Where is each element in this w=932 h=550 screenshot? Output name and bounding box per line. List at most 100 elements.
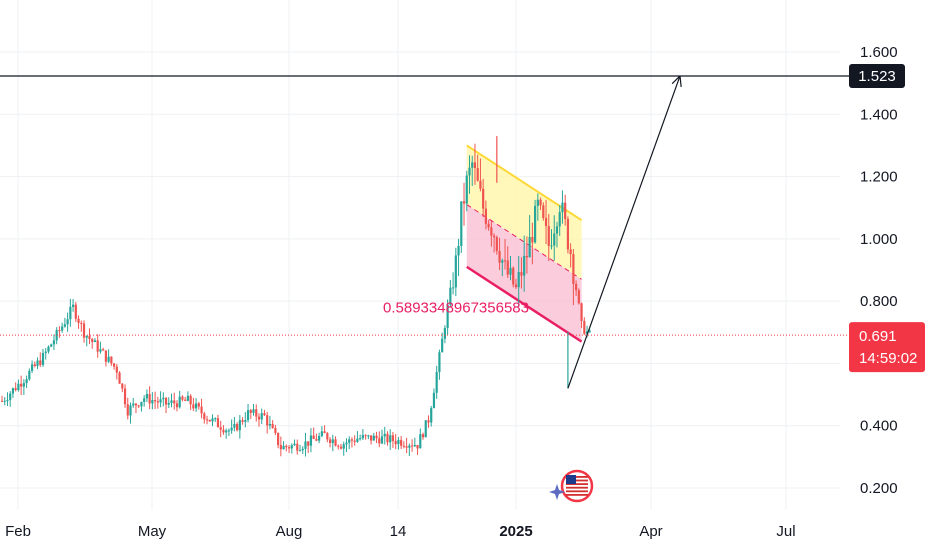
candle-body xyxy=(473,162,477,169)
candle-body xyxy=(236,423,239,431)
arrow-head xyxy=(679,75,682,87)
candle-body xyxy=(345,442,348,445)
candle-body xyxy=(118,372,121,384)
candle-body xyxy=(492,235,496,238)
channel-upper-zone[interactable] xyxy=(466,145,582,280)
candle-body xyxy=(350,439,354,441)
candle-body xyxy=(129,405,132,416)
candle-body xyxy=(241,420,244,422)
projection-line[interactable] xyxy=(567,75,681,389)
x-tick-label: 14 xyxy=(390,523,407,540)
candle-body xyxy=(44,351,47,354)
candle-body xyxy=(408,445,411,448)
candle-body xyxy=(230,427,233,431)
candle-body xyxy=(432,392,436,409)
candle-body xyxy=(312,435,315,439)
candle-body xyxy=(397,439,400,445)
candle-body xyxy=(47,346,50,352)
x-tick-label: May xyxy=(138,523,167,540)
candle-body xyxy=(315,438,318,441)
candle-body xyxy=(558,212,561,227)
y-tick-label: 1.000 xyxy=(860,231,898,248)
candle-body xyxy=(277,432,280,446)
reference-lines xyxy=(0,75,850,336)
candle-body xyxy=(74,304,77,319)
candle-body xyxy=(153,400,157,402)
us-flag-icon[interactable] xyxy=(549,469,594,503)
channel-lower-line[interactable] xyxy=(466,265,583,343)
candle-body xyxy=(487,223,490,228)
candle-body xyxy=(121,383,124,389)
candle-body xyxy=(167,402,170,405)
candle-body xyxy=(550,245,553,247)
candle-body xyxy=(389,435,392,443)
x-tick-label: 2025 xyxy=(499,523,532,540)
candle-body xyxy=(156,401,159,403)
candle-body xyxy=(134,403,138,406)
candle-body xyxy=(479,180,482,189)
candle-body xyxy=(514,284,518,288)
x-axis[interactable]: Feb May Aug 14 2025 Apr Jul xyxy=(5,523,796,540)
candle-body xyxy=(503,260,507,262)
candle-body xyxy=(189,395,192,405)
flag-stripe xyxy=(566,490,588,493)
x-tick-label: Apr xyxy=(639,523,662,540)
candle-body xyxy=(104,350,107,362)
candle-body xyxy=(451,287,455,289)
candle-body xyxy=(547,226,550,246)
flag-stripe xyxy=(566,479,588,482)
candle-body xyxy=(553,233,556,246)
candle-body xyxy=(93,340,97,342)
candle-body xyxy=(115,366,118,373)
candle-body xyxy=(364,435,367,437)
candle-body xyxy=(69,306,72,320)
candle-body xyxy=(509,267,512,275)
candle-body xyxy=(542,205,545,218)
candle-body xyxy=(326,433,329,440)
candle-body xyxy=(588,330,591,332)
candle-body xyxy=(123,388,127,405)
candle-body xyxy=(200,406,203,414)
candle-body xyxy=(410,445,414,447)
candle-body xyxy=(446,304,449,329)
candle-body xyxy=(271,423,274,428)
candle-body xyxy=(33,364,36,367)
candle-body xyxy=(337,445,340,447)
candle-body xyxy=(424,420,427,438)
candle-body xyxy=(484,208,487,224)
candle-body xyxy=(339,446,343,449)
candle-body xyxy=(244,420,247,422)
candle-body xyxy=(416,445,419,449)
candle-body xyxy=(495,237,498,252)
candle-body xyxy=(293,443,296,446)
candle-body xyxy=(192,404,195,409)
candle-body xyxy=(569,249,572,255)
candle-body xyxy=(9,393,12,400)
candle-body xyxy=(30,364,34,371)
candle-body xyxy=(462,201,466,204)
candle-body xyxy=(501,260,504,263)
candle-body xyxy=(126,404,129,416)
annotations: 0.5893348967356583 xyxy=(383,299,529,316)
candle-body xyxy=(490,227,493,236)
candle-body xyxy=(96,340,99,352)
last-price-badge xyxy=(849,322,925,373)
sparkle-icon xyxy=(549,484,565,500)
candle-body xyxy=(25,379,28,384)
candle-body xyxy=(394,441,397,445)
candle-body xyxy=(214,418,217,420)
candle-body xyxy=(225,430,228,433)
candle-body xyxy=(380,436,384,444)
projection-arrow[interactable] xyxy=(567,75,682,389)
candle-body xyxy=(520,272,523,276)
candle-body xyxy=(361,435,364,439)
candle-body xyxy=(517,272,520,288)
candle-body xyxy=(290,445,293,449)
candle-body xyxy=(460,201,463,246)
candle-body xyxy=(28,370,31,380)
price-badges: 1.523 0.691 14:59:02 xyxy=(849,63,925,373)
candle-body xyxy=(383,433,386,437)
candle-body xyxy=(227,430,231,432)
y-axis[interactable]: 1.600 1.400 1.200 1.000 0.800 0.400 0.200 xyxy=(860,44,898,497)
